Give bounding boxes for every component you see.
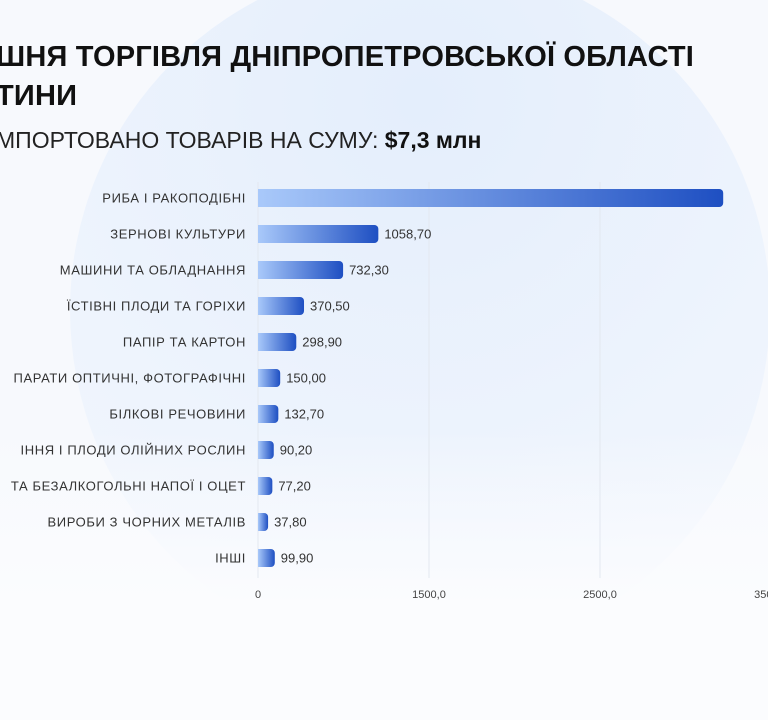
- value-label: 298,90: [302, 335, 342, 350]
- category-label: ПАПІР ТА КАРТОН: [123, 335, 246, 350]
- bar: [258, 441, 274, 459]
- value-label: 1058,70: [384, 227, 431, 242]
- category-label: ІНШІ: [215, 551, 246, 566]
- category-label: ЇСТІВНІ ПЛОДИ ТА ГОРІХИ: [67, 299, 246, 314]
- category-label: ПАРАТИ ОПТИЧНІ, ФОТОГРАФІЧНІ: [14, 371, 247, 386]
- subtitle-amount: $7,3 млн: [384, 127, 482, 153]
- bar: [258, 405, 279, 423]
- category-label: ТА БЕЗАЛКОГОЛЬНІ НАПОЇ І ОЦЕТ: [11, 479, 246, 494]
- title-line-1: ШНЯ ТОРГІВЛЯ ДНІПРОПЕТРОВСЬКОЇ ОБЛАСТІ: [0, 41, 695, 73]
- bar: [258, 261, 344, 279]
- bar: [258, 477, 273, 495]
- bar: [258, 333, 297, 351]
- x-tick-label: 3500,0: [754, 589, 768, 601]
- category-label: МАШИНИ ТА ОБЛАДНАННЯ: [60, 263, 246, 278]
- category-label: ЗЕРНОВІ КУЛЬТУРИ: [110, 227, 246, 242]
- bar: [258, 513, 269, 531]
- value-label: 150,00: [286, 371, 326, 386]
- x-tick-label: 0: [255, 589, 261, 601]
- bar: [258, 297, 305, 315]
- value-label: 77,20: [278, 479, 311, 494]
- category-label: ІННЯ І ПЛОДИ ОЛІЙНИХ РОСЛИН: [21, 443, 246, 458]
- category-label: ВИРОБИ З ЧОРНИХ МЕТАЛІВ: [47, 515, 246, 530]
- bar: [258, 225, 379, 243]
- x-tick-label: 1500,0: [412, 589, 446, 601]
- subtitle-text: МПОРТОВАНО ТОВАРІВ НА СУМУ:: [0, 127, 385, 153]
- bar: [258, 189, 724, 207]
- chart-title: ШНЯ ТОРГІВЛЯ ДНІПРОПЕТРОВСЬКОЇ ОБЛАСТІ Т…: [0, 38, 694, 116]
- chart-subtitle: МПОРТОВАНО ТОВАРІВ НА СУМУ: $7,3 млн: [0, 127, 481, 154]
- background-fade: [0, 430, 768, 720]
- x-tick-label: 2500,0: [583, 589, 617, 601]
- title-line-2: ТИНИ: [0, 80, 78, 112]
- category-label: РИБА І РАКОПОДІБНІ: [102, 191, 246, 206]
- value-label: 132,70: [284, 407, 324, 422]
- value-label: 732,30: [349, 263, 389, 278]
- category-label: БІЛКОВІ РЕЧОВИНИ: [109, 407, 246, 422]
- bar: [258, 549, 275, 567]
- value-label: 90,20: [280, 443, 313, 458]
- bar: [258, 369, 281, 387]
- value-label: 99,90: [281, 551, 314, 566]
- value-label: 37,80: [274, 515, 307, 530]
- value-label: 370,50: [310, 299, 350, 314]
